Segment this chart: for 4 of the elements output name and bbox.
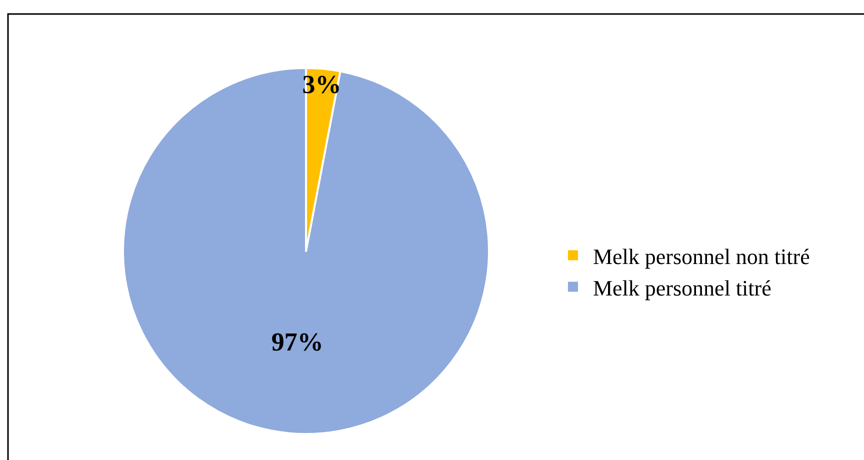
data-label: 97%: [271, 328, 324, 357]
legend-label: Melk personnel non titré: [592, 244, 810, 269]
pie-slice: [122, 67, 490, 435]
legend-label: Melk personnel titré: [592, 275, 772, 300]
